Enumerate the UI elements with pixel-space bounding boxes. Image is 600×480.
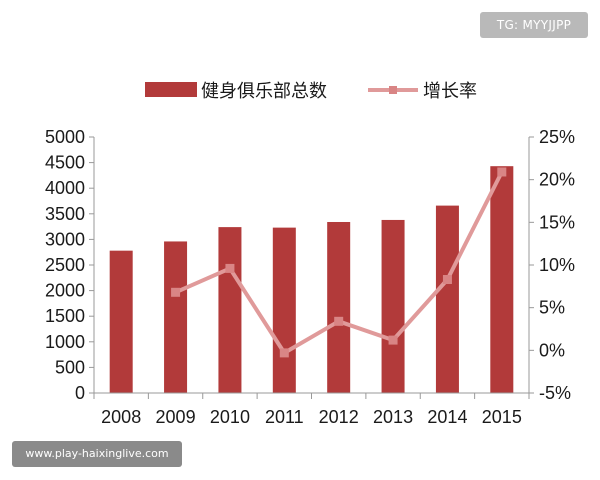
legend-bar-swatch <box>145 82 197 97</box>
growth-point-2013 <box>388 335 398 345</box>
y-left-tick-label: 1000 <box>45 332 85 352</box>
x-tick-label: 2011 <box>265 407 304 427</box>
legend-line-label: 增长率 <box>423 81 477 102</box>
bar-2014 <box>435 205 459 393</box>
growth-point-2011 <box>279 348 289 358</box>
growth-point-2014 <box>442 275 452 285</box>
legend-line-marker <box>389 86 397 94</box>
telegram-badge: TG: MYYJJPP <box>480 12 588 38</box>
y-left-tick-label: 4000 <box>45 178 85 198</box>
y-right-tick-label: -5% <box>539 383 571 403</box>
growth-point-2012 <box>334 316 344 326</box>
growth-point-2015 <box>497 167 507 177</box>
y-left-tick-label: 3000 <box>45 229 85 249</box>
y-right-tick-label: 15% <box>539 212 575 232</box>
legend-bar-label: 健身俱乐部总数 <box>201 81 327 102</box>
y-left-tick-label: 2500 <box>45 255 85 275</box>
bar-2008 <box>109 250 133 393</box>
x-tick-label: 2010 <box>210 407 250 427</box>
bar-2013 <box>381 219 405 393</box>
y-left-tick-label: 4500 <box>45 153 85 173</box>
y-right-tick-label: 10% <box>539 255 575 275</box>
bar-2010 <box>218 227 242 393</box>
x-tick-label: 2014 <box>427 407 467 427</box>
y-left-tick-label: 1500 <box>45 306 85 326</box>
bar-2012 <box>327 221 351 393</box>
y-left-tick-label: 0 <box>75 383 85 403</box>
y-left-tick-label: 2000 <box>45 281 85 301</box>
bar-2011 <box>272 227 296 393</box>
x-tick-label: 2009 <box>156 407 196 427</box>
plot-area: 0 500 1000 1500 2000 2500 3000 3500 4000 4500 5000… <box>45 127 575 427</box>
legend: 健身俱乐部总数 增长率 <box>145 81 477 102</box>
y-right-tick-label: 0% <box>539 340 565 360</box>
y-left-tick-label: 500 <box>55 357 85 377</box>
site-watermark: www.play-haixinglive.com <box>12 441 182 467</box>
bar-2009 <box>164 241 188 393</box>
growth-point-2009 <box>171 287 181 297</box>
x-tick-label: 2013 <box>373 407 413 427</box>
y-left-tick-label: 3500 <box>45 204 85 224</box>
x-tick-label: 2015 <box>482 407 522 427</box>
y-right-tick-label: 5% <box>539 298 565 318</box>
y-right-tick-label: 25% <box>539 127 575 147</box>
x-tick-label: 2012 <box>319 407 359 427</box>
y-left-tick-label: 5000 <box>45 127 85 147</box>
growth-point-2010 <box>225 263 235 273</box>
x-tick-label: 2008 <box>101 407 141 427</box>
y-right-tick-label: 20% <box>539 170 575 190</box>
bar-2015 <box>490 166 514 393</box>
